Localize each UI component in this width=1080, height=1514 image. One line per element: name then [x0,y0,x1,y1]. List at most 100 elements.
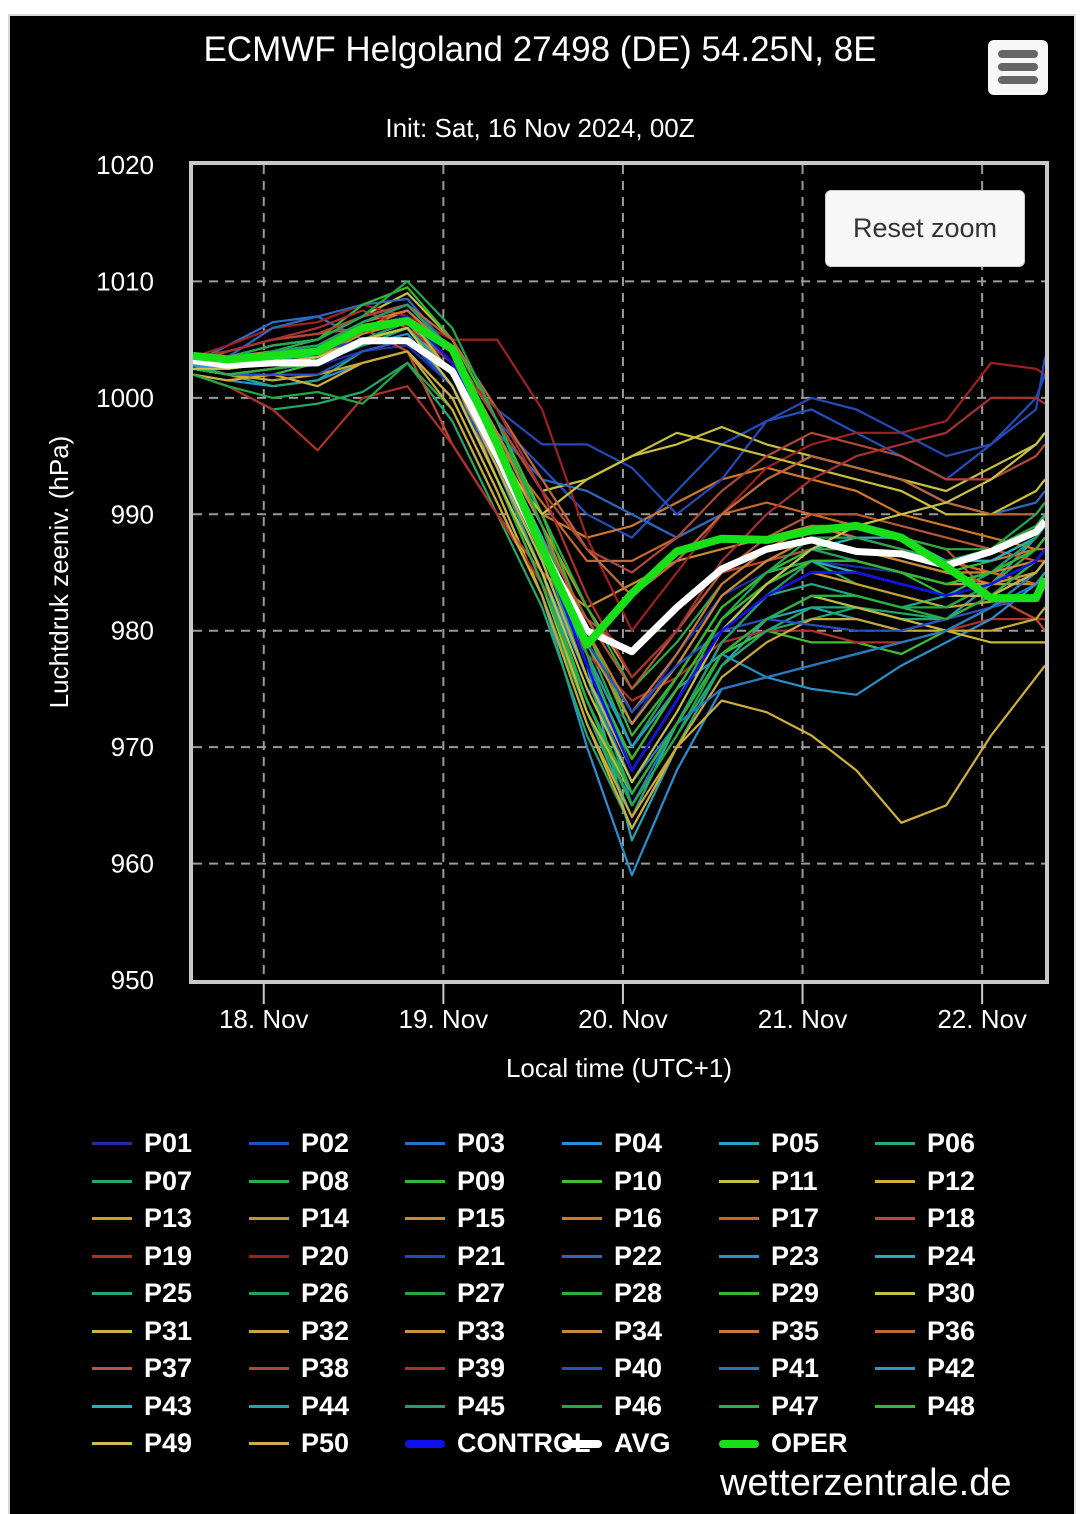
y-tick-label: 960 [111,849,154,879]
legend-swatch [249,1442,289,1445]
legend-swatch [562,1142,602,1145]
plot-border [189,161,1049,984]
legend-item-p10[interactable]: P10 [562,1166,662,1197]
series-group [193,280,1045,877]
y-tick-label: 1010 [96,266,154,296]
legend-item-p42[interactable]: P42 [875,1353,975,1384]
reset-zoom-button[interactable]: Reset zoom [825,190,1025,267]
legend-swatch [249,1254,289,1258]
legend-item-p36[interactable]: P36 [875,1316,975,1347]
legend-label: P02 [301,1128,350,1158]
legend-item-p46[interactable]: P46 [562,1391,662,1422]
y-axis-label: Luchtdruk zeeniv. (hPa) [44,436,74,709]
legend-label: P47 [771,1390,820,1421]
legend-label: P13 [144,1203,193,1233]
series-line-p49[interactable] [193,326,1045,784]
legend-item-p05[interactable]: P05 [719,1128,819,1159]
legend-item-p12[interactable]: P12 [875,1166,975,1197]
legend-item-p03[interactable]: P03 [405,1128,505,1159]
legend-item-p23[interactable]: P23 [719,1241,819,1272]
series-line-p32[interactable] [193,350,1045,819]
series-line-oper[interactable] [193,317,1045,649]
legend-item-p16[interactable]: P16 [562,1203,662,1234]
legend-item-p47[interactable]: P47 [719,1391,819,1422]
legend-item-p11[interactable]: P11 [719,1166,818,1197]
legend-item-p01[interactable]: P01 [92,1128,192,1159]
y-tick-label: 970 [111,732,154,762]
legend-item-p28[interactable]: P28 [562,1278,662,1309]
legend-item-p32[interactable]: P32 [249,1316,349,1347]
legend-label: P33 [457,1315,506,1346]
legend-item-p48[interactable]: P48 [875,1391,975,1422]
legend-item-p19[interactable]: P19 [92,1241,192,1272]
series-line-p39[interactable] [193,309,1045,679]
legend-label: P15 [457,1203,506,1233]
legend-item-p37[interactable]: P37 [92,1353,192,1384]
series-line-p26[interactable] [193,321,1045,749]
legend-label: P14 [301,1203,350,1233]
series-line-p22[interactable] [193,297,1045,539]
legend-item-p29[interactable]: P29 [719,1278,819,1309]
legend-item-p44[interactable]: P44 [249,1391,349,1422]
legend-item-p38[interactable]: P38 [249,1353,349,1384]
legend-item-p39[interactable]: P39 [405,1353,505,1384]
legend-item-oper[interactable]: OPER [719,1428,848,1459]
legend-label: P49 [144,1428,193,1458]
legend-item-p20[interactable]: P20 [249,1241,349,1272]
legend-swatch [92,1142,132,1145]
hamburger-menu-icon [998,76,1038,84]
legend-swatch [719,1179,759,1183]
legend-item-p33[interactable]: P33 [405,1316,505,1347]
legend-item-p30[interactable]: P30 [875,1278,975,1309]
series-line-p12[interactable] [193,350,1045,830]
legend-label: P16 [614,1203,663,1233]
legend-label: P06 [927,1128,976,1158]
credit-text: wetterzentrale.de [720,1462,1012,1504]
legend-label: P40 [614,1353,663,1383]
legend-swatch [249,1292,289,1295]
legend-item-p43[interactable]: P43 [92,1391,192,1422]
series-line-p42[interactable] [193,326,1045,749]
legend-item-p04[interactable]: P04 [562,1128,662,1159]
legend-swatch [405,1367,445,1370]
series-line-p40[interactable] [193,338,1045,714]
legend-item-p14[interactable]: P14 [249,1203,349,1234]
series-line-p20[interactable] [193,303,1045,632]
series-line-p38[interactable] [193,303,1045,574]
legend-item-p50[interactable]: P50 [249,1428,349,1459]
legend-label: P04 [614,1128,663,1158]
legend-item-p41[interactable]: P41 [719,1353,819,1384]
legend-label: P44 [301,1390,350,1421]
legend-item-p18[interactable]: P18 [875,1203,975,1234]
legend-item-p40[interactable]: P40 [562,1353,662,1384]
legend-swatch [405,1217,445,1220]
legend-item-p25[interactable]: P25 [92,1278,192,1309]
series-line-p02[interactable] [193,303,1045,539]
legend-item-avg[interactable]: AVG [562,1428,671,1459]
legend-swatch [405,1439,445,1448]
legend-item-p07[interactable]: P07 [92,1166,192,1197]
legend-item-p06[interactable]: P06 [875,1128,975,1159]
legend-label: P12 [927,1165,976,1196]
legend-item-p22[interactable]: P22 [562,1241,662,1272]
legend-item-p02[interactable]: P02 [249,1128,349,1159]
legend-item-p24[interactable]: P24 [875,1241,975,1272]
legend-item-p49[interactable]: P49 [92,1428,192,1459]
series-line-p27[interactable] [193,361,1045,807]
legend-item-p13[interactable]: P13 [92,1203,192,1234]
legend-item-p21[interactable]: P21 [405,1241,505,1272]
legend-item-p17[interactable]: P17 [719,1203,819,1234]
legend-item-p26[interactable]: P26 [249,1278,349,1309]
legend-item-p09[interactable]: P09 [405,1166,505,1197]
legend-swatch [719,1329,759,1333]
y-tick-label: 950 [111,965,154,995]
legend-item-p45[interactable]: P45 [405,1391,505,1422]
chart-menu-button[interactable] [988,40,1048,95]
legend-item-p35[interactable]: P35 [719,1316,819,1347]
legend-item-p34[interactable]: P34 [562,1316,662,1347]
legend-item-p08[interactable]: P08 [249,1166,349,1197]
legend-item-p15[interactable]: P15 [405,1203,505,1234]
legend-item-p27[interactable]: P27 [405,1278,505,1309]
legend-item-p31[interactable]: P31 [92,1316,192,1347]
